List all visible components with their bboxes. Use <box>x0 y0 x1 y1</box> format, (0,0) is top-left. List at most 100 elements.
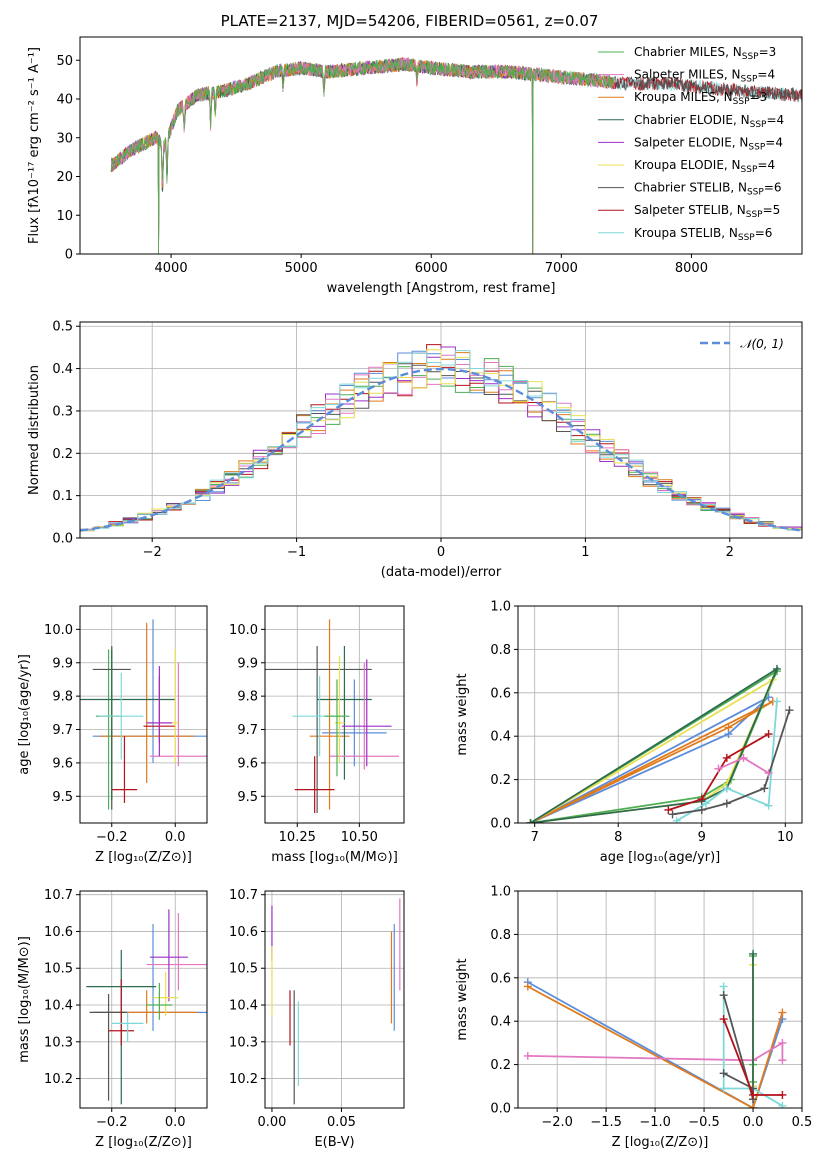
y-tick-label: 30 <box>56 131 73 146</box>
x-tick-label: −2.0 <box>541 1115 573 1130</box>
y-tick-label: 9.7 <box>52 723 73 738</box>
y-tick-label: 0.0 <box>490 1102 511 1117</box>
plus-marker <box>724 723 733 732</box>
y-tick-label: 9.9 <box>237 656 258 671</box>
x-axis-label: mass [log₁₀(M/M⊙)] <box>271 850 398 865</box>
x-tick-label: 8 <box>614 830 622 845</box>
y-tick-label: 10.5 <box>229 962 258 977</box>
legend-entry: Kroupa MILES, NSSP=3 <box>634 90 767 107</box>
plot-area <box>110 56 802 254</box>
axes-frame <box>517 890 803 1109</box>
y-axis-label: mass weight <box>455 673 470 755</box>
y-tick-label: 10.0 <box>229 623 258 638</box>
panel-residuals: −2 −1 0 1 2 0.0 0.1 0.2 0.3 0.4 0.5 (data-model)/er… <box>27 320 803 580</box>
legend-entry: 𝒩(0, 1) <box>740 337 784 351</box>
x-tick-label: 0 <box>437 545 445 560</box>
spectrum-series-line <box>110 56 615 254</box>
x-axis-label: Z [log₁₀(Z/Z⊙)] <box>612 1135 709 1150</box>
y-tick-label: 0.4 <box>490 730 511 745</box>
y-tick-label: 9.8 <box>237 690 258 705</box>
legend-entry: Salpeter MILES, NSSP=4 <box>634 68 775 85</box>
x-axis-label: E(B-V) <box>314 1135 354 1150</box>
figure-title: PLATE=2137, MJD=54206, FIBERID=0561, z=0… <box>220 12 599 30</box>
y-tick-label: 0.6 <box>490 686 511 701</box>
y-axis-label: Normed distribution <box>27 365 42 495</box>
gridlines <box>265 606 404 823</box>
plus-marker <box>722 753 731 762</box>
y-tick-label: 1.0 <box>490 885 511 900</box>
x-tick-label: 0.05 <box>327 1115 356 1130</box>
plus-marker <box>719 1084 728 1093</box>
y-tick-label: 0.4 <box>52 362 73 377</box>
legend-entry: Kroupa STELIB, NSSP=6 <box>634 226 772 243</box>
axes-frame <box>517 605 803 824</box>
y-tick-label: 0.8 <box>490 643 511 658</box>
x-tick-label: 0.0 <box>165 830 186 845</box>
plus-marker <box>668 810 677 819</box>
x-axis-label: wavelength [Angstrom, rest frame] <box>327 281 556 296</box>
x-tick-label: 10.25 <box>279 830 316 845</box>
y-tick-label: 10.6 <box>229 925 258 940</box>
axes-frame <box>264 605 405 824</box>
y-tick-label: 10.3 <box>229 1035 258 1050</box>
spectrum-series-line <box>110 57 802 254</box>
y-tick-label: 0.2 <box>490 1058 511 1073</box>
plus-marker <box>526 819 535 823</box>
axes-frame <box>264 890 405 1109</box>
x-tick-label: 0.0 <box>743 1115 764 1130</box>
y-tick-label: 0.5 <box>52 320 73 335</box>
y-tick-label: 9.8 <box>52 690 73 705</box>
plus-marker <box>722 799 731 808</box>
panel-massweight-vs-age: 7 8 9 10 0.0 0.2 0.4 0.6 0.8 1.0 age [log₁₀(age/yr… <box>455 600 803 865</box>
mass-weight-series-line <box>668 733 770 811</box>
plus-marker <box>664 805 673 814</box>
plus-marker <box>722 784 731 793</box>
axes-frame <box>79 321 803 539</box>
mass-weight-series-line <box>722 986 783 1107</box>
mass-weight-series-line <box>530 700 774 823</box>
plus-marker <box>760 784 769 793</box>
plot-area <box>523 949 787 1108</box>
plus-marker <box>714 764 723 773</box>
y-tick-label: 10.2 <box>44 1072 73 1087</box>
plus-marker <box>749 949 758 958</box>
panel-mass-vs-ebv: 0.00 0.05 10.2 10.3 10.4 10.5 10.6 10.7 E(B-V) <box>229 888 405 1150</box>
x-tick-label: −0.2 <box>96 1115 128 1130</box>
y-tick-label: 20 <box>56 170 73 185</box>
legend-entry: Chabrier ELODIE, NSSP=4 <box>634 113 784 130</box>
y-tick-label: 0.3 <box>52 404 73 419</box>
plus-marker <box>719 991 728 1000</box>
y-tick-label: 0.2 <box>52 447 73 462</box>
y-tick-label: 9.9 <box>52 656 73 671</box>
y-tick-label: 9.6 <box>237 756 258 771</box>
y-tick-label: 10.4 <box>229 999 258 1014</box>
spectrum-series-line <box>110 58 615 254</box>
x-tick-label: −2 <box>143 545 162 560</box>
axes-frame <box>79 890 208 1109</box>
plus-marker <box>772 697 781 706</box>
panel-spectrum: 4000 5000 6000 7000 8000 0 10 20 30 40 50 wavelengt… <box>27 36 803 296</box>
plot-area <box>80 344 802 538</box>
gridlines <box>265 891 404 1108</box>
y-tick-label: 50 <box>56 54 73 69</box>
y-tick-label: 10.5 <box>44 962 73 977</box>
x-tick-label: −0.5 <box>688 1115 720 1130</box>
legend-entry: Salpeter ELODIE, NSSP=4 <box>634 135 783 152</box>
plus-marker <box>785 706 794 715</box>
plus-marker <box>749 1090 758 1099</box>
plus-marker <box>778 1090 787 1099</box>
y-axis-label: Flux [fλ10⁻¹⁷ erg cm⁻² s⁻¹ A⁻¹] <box>27 47 42 244</box>
y-tick-label: 0.2 <box>490 773 511 788</box>
plus-marker <box>772 664 781 673</box>
y-tick-label: 0 <box>65 248 73 263</box>
gridlines <box>80 891 207 1108</box>
plus-marker <box>697 795 706 804</box>
x-axis-label: Z [log₁₀(Z/Z⊙)] <box>95 1135 192 1150</box>
plus-marker <box>778 1056 787 1065</box>
y-tick-label: 0.8 <box>490 928 511 943</box>
x-axis-label: age [log₁₀(age/yr)] <box>600 850 721 865</box>
y-tick-label: 0.0 <box>52 532 73 547</box>
plus-marker <box>778 1008 787 1017</box>
x-tick-label: 2 <box>726 545 734 560</box>
y-tick-label: 10.4 <box>44 999 73 1014</box>
